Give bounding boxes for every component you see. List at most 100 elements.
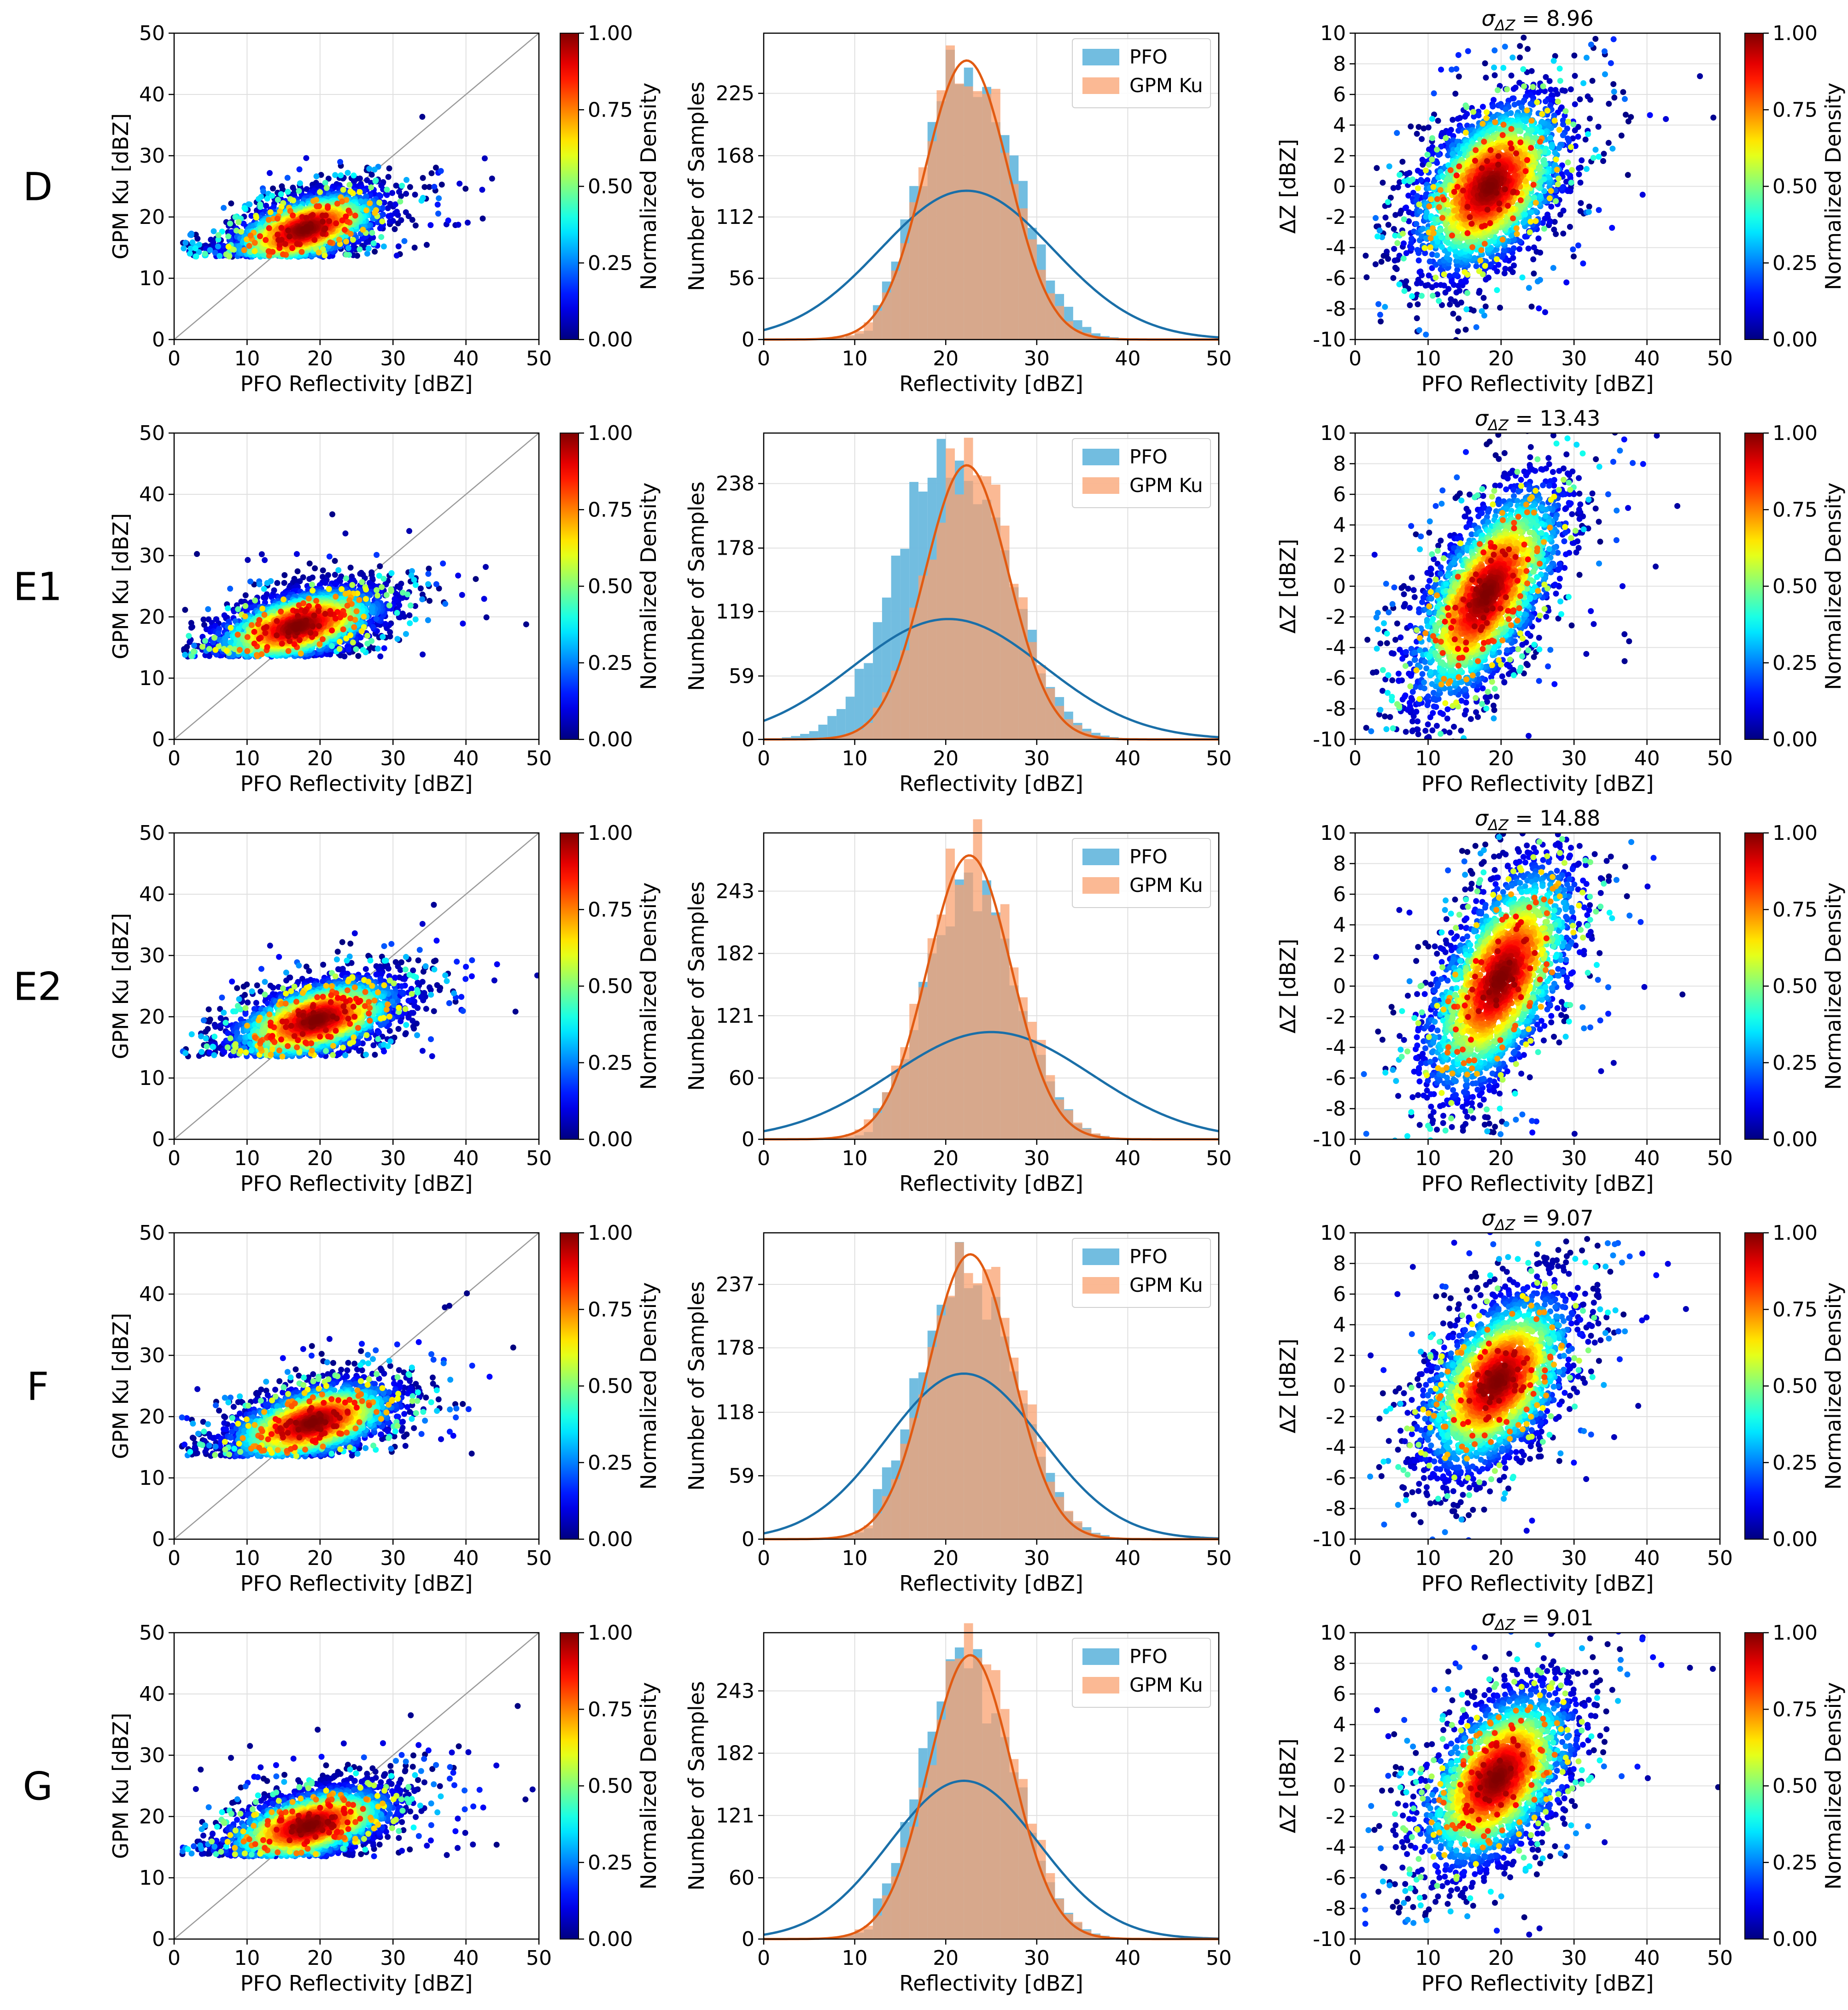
scatter-point <box>363 207 369 214</box>
scatter-point <box>395 243 402 250</box>
legend-label: PFO <box>1129 46 1168 68</box>
scatter-point <box>1455 328 1461 334</box>
scatter-point <box>1500 122 1507 128</box>
scatter-point <box>257 201 263 208</box>
scatter-point <box>1392 258 1398 264</box>
scatter-point <box>269 193 275 199</box>
scatter-point <box>1532 218 1539 224</box>
scatter-point <box>241 247 247 253</box>
scatter-point <box>445 217 451 224</box>
scatter-point <box>1697 73 1703 79</box>
y-tick-label: 20 <box>139 205 165 229</box>
scatter-point <box>1429 135 1435 141</box>
scatter-point <box>1554 166 1560 173</box>
scatter-point <box>455 222 462 228</box>
scatter-point <box>1538 118 1545 125</box>
scatter-point <box>1464 111 1470 117</box>
scatter-point <box>1439 244 1445 250</box>
scatter-point <box>1480 121 1486 127</box>
scatter-point <box>421 184 428 190</box>
scatter-point <box>1394 240 1401 246</box>
scatter-point <box>1447 167 1454 173</box>
scatter-point <box>1365 357 1371 363</box>
scatter-point <box>401 238 408 244</box>
scatter-point <box>1530 182 1537 188</box>
scatter-point <box>1414 315 1420 322</box>
scatter-point <box>211 228 217 234</box>
scatter-point <box>304 186 310 192</box>
scatter-point <box>1585 93 1591 100</box>
scatter-point <box>1375 301 1382 307</box>
scatter-point <box>1401 288 1408 294</box>
x-tick-label: 40 <box>453 347 479 370</box>
scatter-point <box>1384 248 1390 255</box>
scatter-point <box>1431 90 1437 97</box>
scatter-point <box>1620 89 1626 95</box>
scatter-point <box>1572 73 1578 79</box>
x-tick-label: 40 <box>1115 347 1140 370</box>
scatter-point <box>275 231 281 238</box>
scatter-point <box>412 222 419 229</box>
scatter-point <box>343 252 350 258</box>
scatter-point <box>275 197 281 203</box>
scatter-point <box>1582 136 1589 143</box>
scatter-point <box>1376 227 1383 234</box>
scatter-point <box>1537 138 1543 145</box>
scatter-point <box>1482 303 1489 310</box>
scatter-point <box>365 245 372 252</box>
scatter-point <box>1576 171 1582 177</box>
scatter-point <box>409 217 415 223</box>
scatter-point <box>1423 331 1429 338</box>
scatter-point <box>1605 140 1612 146</box>
scatter-point <box>1618 132 1625 139</box>
scatter-point <box>1425 124 1432 131</box>
scatter-point <box>1527 218 1534 225</box>
scatter-point <box>1504 86 1510 93</box>
scatter-point <box>1622 111 1629 118</box>
scatter-point <box>337 158 344 165</box>
scatter-point <box>1530 84 1536 90</box>
scatter-point <box>1592 35 1599 42</box>
scatter-point <box>1571 52 1578 59</box>
scatter-point <box>1418 293 1425 299</box>
scatter-point <box>1420 225 1426 232</box>
scatter-point <box>1414 246 1421 253</box>
scatter-point <box>1433 275 1439 281</box>
scatter-point <box>1587 115 1593 122</box>
scatter-point <box>251 248 258 254</box>
scatter-point <box>350 252 357 258</box>
y-tick-label: 225 <box>716 82 754 105</box>
scatter-point <box>428 170 435 176</box>
scatter-point <box>1517 43 1523 49</box>
scatter-point <box>1509 54 1516 61</box>
scatter-point <box>1471 255 1478 261</box>
scatter-point <box>317 189 323 195</box>
colorbar <box>560 33 579 340</box>
scatter-point <box>1455 52 1462 58</box>
scatter-point <box>372 210 378 216</box>
scatter-point <box>1610 36 1617 42</box>
scatter-point <box>266 217 272 223</box>
scatter-point <box>1429 293 1436 299</box>
scatter-point <box>1511 101 1518 108</box>
scatter-point <box>1452 207 1458 214</box>
x-tick-label: 20 <box>933 347 959 370</box>
scatter-point <box>215 236 222 243</box>
scatter-point <box>1372 261 1379 268</box>
scatter-point <box>426 184 433 190</box>
scatter-point <box>434 201 441 208</box>
x-tick-label: 20 <box>307 347 333 370</box>
scatter-point <box>192 245 199 252</box>
scatter-point <box>489 176 495 182</box>
scatter-point <box>1418 280 1424 287</box>
scatter-point <box>235 219 242 225</box>
x-axis-label: Reflectivity [dBZ] <box>899 371 1083 396</box>
scatter-point <box>1430 184 1437 190</box>
scatter-point <box>1551 226 1557 233</box>
scatter-point <box>368 184 374 191</box>
y-tick-label: 168 <box>716 144 754 168</box>
scatter-point <box>1576 165 1582 171</box>
scatter-point <box>1400 255 1407 262</box>
scatter-point <box>1534 99 1540 105</box>
